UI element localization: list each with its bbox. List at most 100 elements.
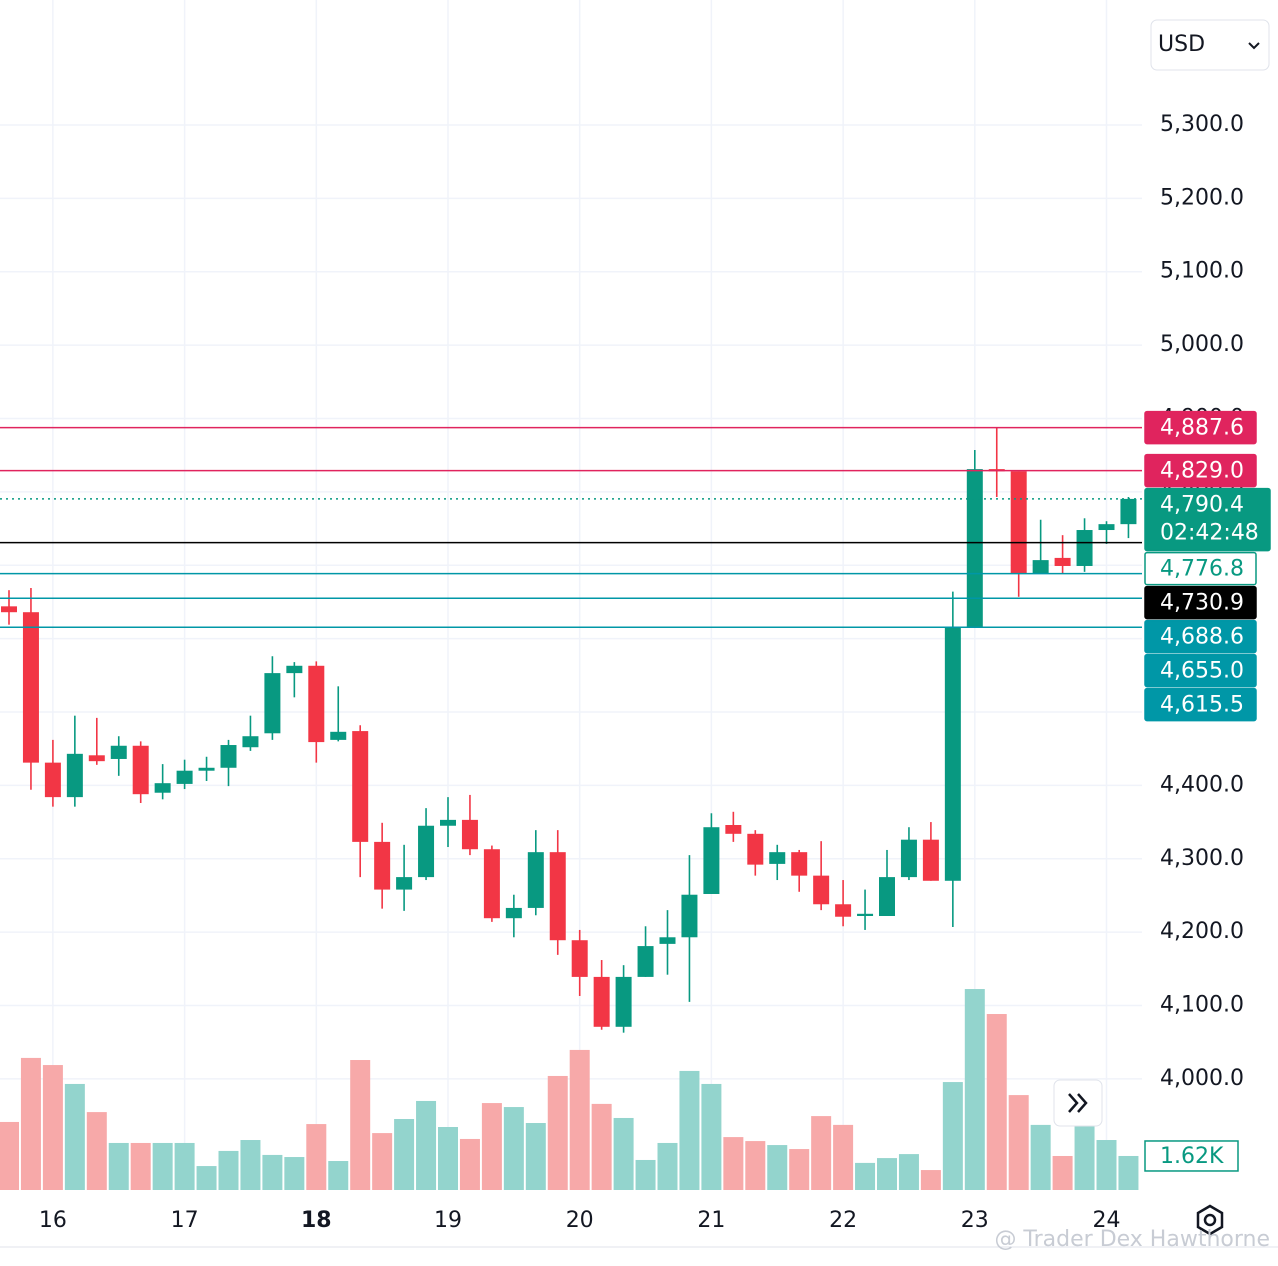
volume-bar xyxy=(569,1049,590,1190)
price-labels: 1.62K 4,887.6 4,829.0 4,790.4 02:42:48 4,776.… xyxy=(1144,410,1271,1172)
candle-body xyxy=(1076,530,1093,566)
volume-bar xyxy=(481,1103,502,1190)
price-label: 4,829.0 xyxy=(1160,459,1244,484)
candle-body xyxy=(330,731,347,740)
volume-bar xyxy=(196,1166,217,1190)
price-label-box xyxy=(1144,453,1257,488)
candle-body xyxy=(813,875,830,905)
candle-body xyxy=(1,606,17,613)
price-label: 4,730.9 xyxy=(1160,591,1244,616)
volume-bar xyxy=(306,1124,327,1190)
volume-bar xyxy=(130,1142,151,1190)
settings-dot[interactable] xyxy=(1203,1213,1217,1227)
y-tick-label: 5,300.0 xyxy=(1160,112,1244,137)
candle-body xyxy=(44,762,61,798)
countdown: 02:42:48 xyxy=(1160,521,1259,546)
volume-bar xyxy=(591,1103,612,1190)
candle-body xyxy=(22,612,39,763)
candle-pane xyxy=(1,427,1137,1033)
volume-bar xyxy=(174,1142,195,1190)
volume-bar xyxy=(416,1100,437,1190)
x-tick-label: 22 xyxy=(829,1208,857,1233)
volume-bar xyxy=(108,1142,129,1190)
candle-body xyxy=(747,833,764,865)
volume-bar xyxy=(723,1137,744,1190)
volume-bar xyxy=(657,1142,678,1190)
candle-body xyxy=(769,852,786,864)
y-tick-label: 4,100.0 xyxy=(1160,993,1244,1018)
candle-body xyxy=(418,825,435,878)
volume-bar xyxy=(503,1107,524,1190)
candle-body xyxy=(966,469,983,628)
y-tick-label: 4,200.0 xyxy=(1160,919,1244,944)
volume-bar xyxy=(1052,1155,1073,1190)
currency-text[interactable]: USD xyxy=(1158,32,1205,57)
settings-button[interactable] xyxy=(1196,1204,1224,1236)
price-label: 4,776.8 xyxy=(1160,557,1244,582)
volume-bar xyxy=(613,1117,634,1190)
price-label-box xyxy=(1144,410,1257,445)
candle-body xyxy=(571,940,588,977)
price-label-box xyxy=(1144,551,1257,586)
y-tick-label: 4,400.0 xyxy=(1160,772,1244,797)
y-tick-label: 4,000.0 xyxy=(1160,1066,1244,1091)
chevron[interactable] xyxy=(1248,42,1260,50)
candle-body xyxy=(66,753,83,798)
candle-body xyxy=(88,755,105,762)
volume-bar xyxy=(1118,1155,1139,1190)
volume-bar xyxy=(898,1154,919,1190)
x-tick-label: 18 xyxy=(301,1208,332,1233)
candle-body xyxy=(1010,471,1027,574)
candle-body xyxy=(1054,557,1071,566)
candle-body xyxy=(110,745,127,759)
volume-label: 1.62K xyxy=(1160,1144,1224,1169)
volume-bar xyxy=(1030,1124,1051,1190)
candle-body xyxy=(659,937,676,944)
volume-pane xyxy=(0,989,1139,1190)
y-tick-label: 5,200.0 xyxy=(1160,185,1244,210)
volume-bar xyxy=(789,1149,810,1190)
volume-bar xyxy=(679,1070,700,1190)
scroll-button[interactable] xyxy=(1053,1079,1103,1127)
volume-bar xyxy=(1096,1140,1117,1190)
candle-body xyxy=(264,673,281,734)
currency-select[interactable]: USD xyxy=(1150,19,1270,71)
y-tick-label: 5,100.0 xyxy=(1160,259,1244,284)
candle-body xyxy=(286,665,303,674)
price-label: 4,790.4 xyxy=(1160,493,1244,518)
watermark: @ Trader Dex Hawthorne xyxy=(994,1227,1270,1252)
x-tick-label: 16 xyxy=(39,1208,67,1233)
price-label-box xyxy=(1144,619,1257,654)
price-label-box xyxy=(1144,585,1257,620)
currency-box[interactable] xyxy=(1150,19,1270,71)
volume-bar xyxy=(372,1133,393,1190)
volume-bar xyxy=(438,1127,458,1190)
volume-bar xyxy=(833,1124,854,1190)
volume-bar xyxy=(920,1170,941,1190)
volume-bar xyxy=(86,1112,107,1190)
volume-bar xyxy=(855,1162,876,1190)
scroll-icon[interactable] xyxy=(1068,1093,1088,1113)
candle-body xyxy=(791,852,808,876)
candle-body xyxy=(835,904,852,917)
volume-bar xyxy=(701,1083,722,1190)
candle-body xyxy=(725,825,742,834)
volume-bar xyxy=(767,1145,788,1190)
y-tick-label: 4,300.0 xyxy=(1160,846,1244,871)
volume-bar xyxy=(218,1150,239,1190)
candle-body xyxy=(637,946,654,977)
x-tick-label: 20 xyxy=(566,1208,594,1233)
candle-body xyxy=(242,736,259,748)
candle-body xyxy=(681,894,698,938)
price-label: 4,615.5 xyxy=(1160,693,1244,718)
settings-hex[interactable] xyxy=(1196,1204,1224,1236)
candle-body xyxy=(1032,560,1049,574)
price-label-box xyxy=(1144,653,1257,688)
candle-body xyxy=(505,907,522,919)
x-tick-label: 19 xyxy=(434,1208,462,1233)
volume-bar xyxy=(1008,1095,1029,1190)
price-label: 4,688.6 xyxy=(1160,625,1244,650)
candle-body xyxy=(1120,498,1137,525)
candle-body xyxy=(440,819,456,826)
y-tick-label: 5,000.0 xyxy=(1160,332,1244,357)
